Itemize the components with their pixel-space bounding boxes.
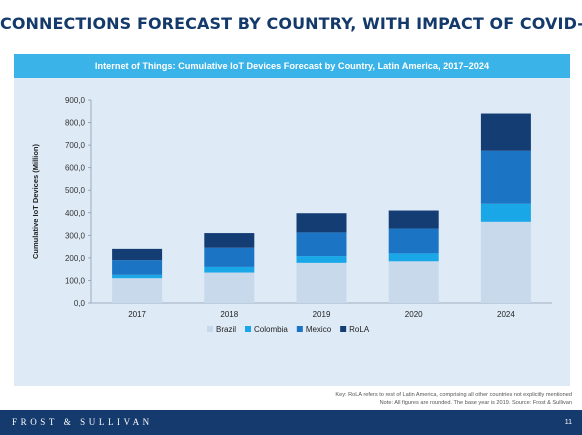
x-tick-label: 2020 (405, 310, 423, 319)
bar-mexico-2024 (480, 150, 531, 204)
y-tick-label: 100,0 (65, 276, 86, 285)
bar-mexico-2020 (388, 228, 439, 254)
legend-label-rola: RoLA (349, 325, 370, 334)
bar-rola-2017 (112, 248, 163, 261)
chart-title: Internet of Things: Cumulative IoT Devic… (14, 54, 570, 78)
y-tick-label: 400,0 (65, 209, 86, 218)
legend-swatch-colombia (245, 326, 252, 332)
legend-label-brazil: Brazil (216, 325, 236, 334)
legend-label-colombia: Colombia (254, 325, 288, 334)
bar-brazil-2018 (204, 272, 255, 303)
y-tick-label: 200,0 (65, 254, 86, 263)
y-tick-label: 800,0 (65, 119, 86, 128)
x-tick-label: 2018 (220, 310, 238, 319)
footer-bar: FROST & SULLIVAN 11 (0, 410, 582, 435)
legend-swatch-mexico (296, 326, 303, 332)
y-tick-label: 0,0 (74, 299, 86, 308)
x-tick-label: 2024 (497, 310, 515, 319)
source-note: Note: All figures are rounded. The base … (379, 400, 572, 406)
bar-brazil-2020 (388, 261, 439, 303)
key-note: Key: RoLA refers to rest of Latin Americ… (335, 392, 572, 398)
legend-swatch-rola (340, 326, 347, 332)
y-axis-title: Cumulative IoT Devices (Million) (31, 143, 40, 259)
bar-brazil-2024 (480, 221, 531, 303)
y-tick-label: 600,0 (65, 164, 86, 173)
y-tick-label: 500,0 (65, 186, 86, 195)
bar-colombia-2018 (204, 266, 255, 273)
bar-rola-2024 (480, 113, 531, 151)
bar-colombia-2020 (388, 253, 439, 262)
y-tick-label: 700,0 (65, 141, 86, 150)
bar-mexico-2017 (112, 260, 163, 275)
bar-brazil-2017 (112, 278, 163, 303)
stacked-bar-chart: 0,0 100,0 200,0 300,0 400,0 500,0 600,0 700,0 80… (31, 96, 552, 334)
y-tick-label: 900,0 (65, 96, 86, 105)
brand-logo: FROST & SULLIVAN (12, 417, 153, 427)
bar-mexico-2018 (204, 247, 255, 267)
slide-title: CONNECTIONS FORECAST BY COUNTRY, WITH IM… (0, 14, 582, 33)
bar-colombia-2024 (480, 203, 531, 222)
y-tick-label: 300,0 (65, 231, 86, 240)
legend-swatch-brazil (207, 326, 213, 332)
bar-colombia-2017 (112, 274, 163, 279)
legend-label-mexico: Mexico (306, 325, 332, 334)
x-tick-label: 2019 (313, 310, 331, 319)
bar-mexico-2019 (296, 232, 347, 257)
bar-brazil-2019 (296, 262, 347, 303)
bar-rola-2020 (388, 210, 439, 229)
bar-rola-2018 (204, 233, 255, 248)
bar-colombia-2019 (296, 256, 347, 263)
x-tick-label: 2017 (128, 310, 146, 319)
bar-rola-2019 (296, 213, 347, 233)
page-number: 11 (564, 419, 572, 426)
chart-panel: Internet of Things: Cumulative IoT Devic… (14, 54, 570, 386)
chart-notes: Key: RoLA refers to rest of Latin Americ… (335, 391, 572, 407)
